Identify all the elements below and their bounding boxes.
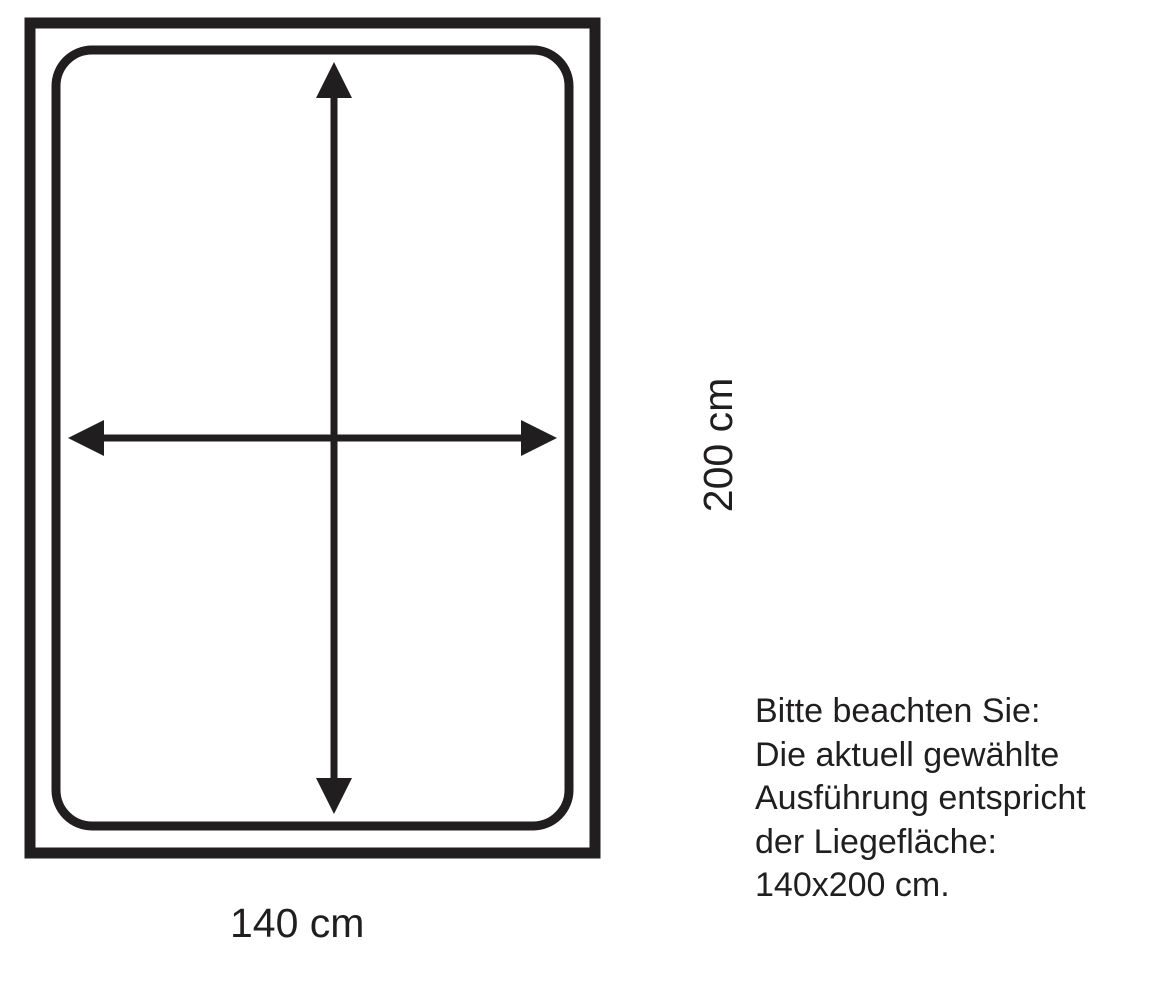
note-text: Bitte beachten Sie: Die aktuell gewählte… [755,690,1086,908]
height-label: 200 cm [695,345,745,545]
width-label: 140 cm [230,900,364,947]
